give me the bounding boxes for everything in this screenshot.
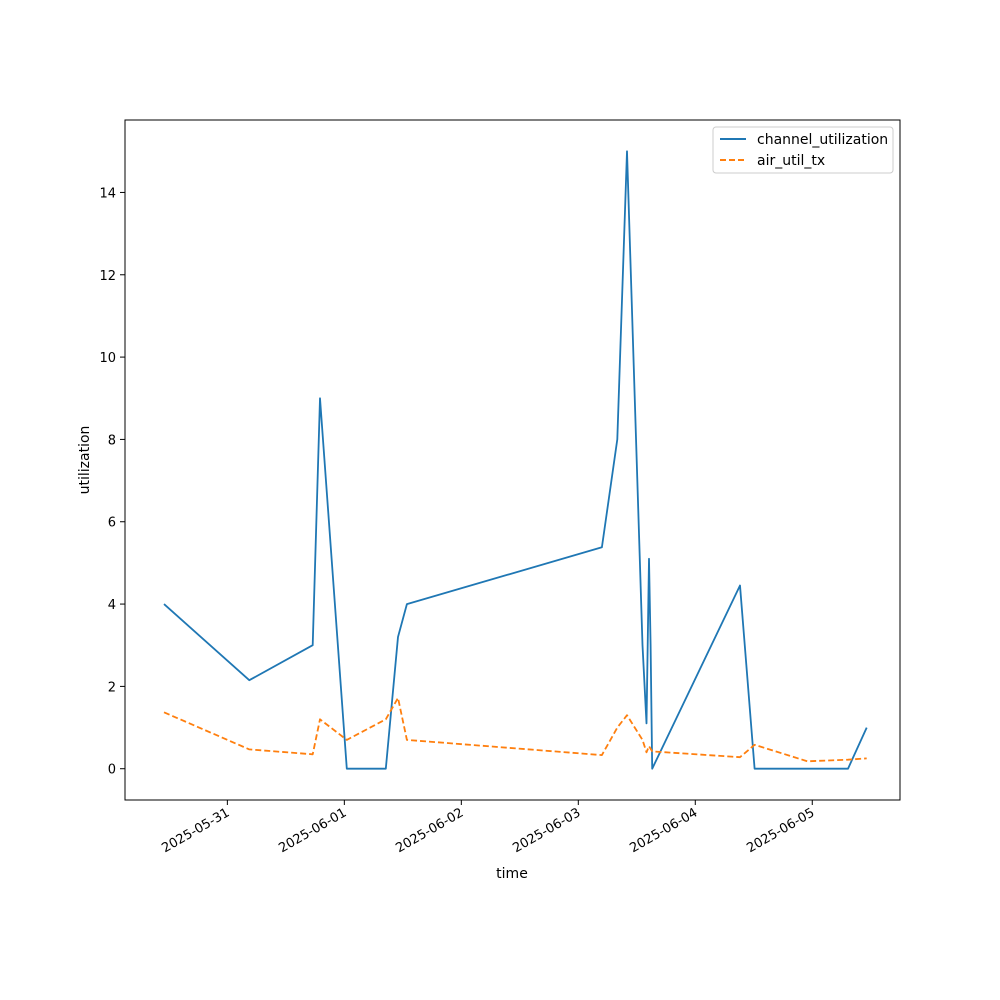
- y-tick-label: 0: [108, 763, 116, 778]
- y-tick-label: 2: [108, 680, 116, 695]
- y-axis-ticks: 0 2 4 6 8 10 12 14: [99, 186, 125, 778]
- series-line-channel-utilization: [163, 150, 868, 770]
- y-tick-label: 8: [108, 433, 116, 448]
- y-axis-label: utilization: [77, 426, 93, 495]
- y-tick-label: 4: [108, 598, 116, 613]
- y-tick-label: 14: [99, 186, 116, 201]
- series-line-air-util-tx: [163, 697, 867, 763]
- x-axis-label: time: [496, 866, 528, 882]
- legend-label-air-util-tx: air_util_tx: [757, 153, 825, 169]
- legend-label-channel-utilization: channel_utilization: [757, 132, 888, 148]
- legend: channel_utilization air_util_tx: [712, 126, 894, 174]
- plot-area: [163, 150, 868, 770]
- y-tick-label: 6: [108, 516, 116, 531]
- y-tick-label: 12: [99, 269, 116, 284]
- axes-frame: [124, 119, 901, 801]
- legend-box: [712, 126, 894, 174]
- y-tick-label: 10: [99, 351, 116, 366]
